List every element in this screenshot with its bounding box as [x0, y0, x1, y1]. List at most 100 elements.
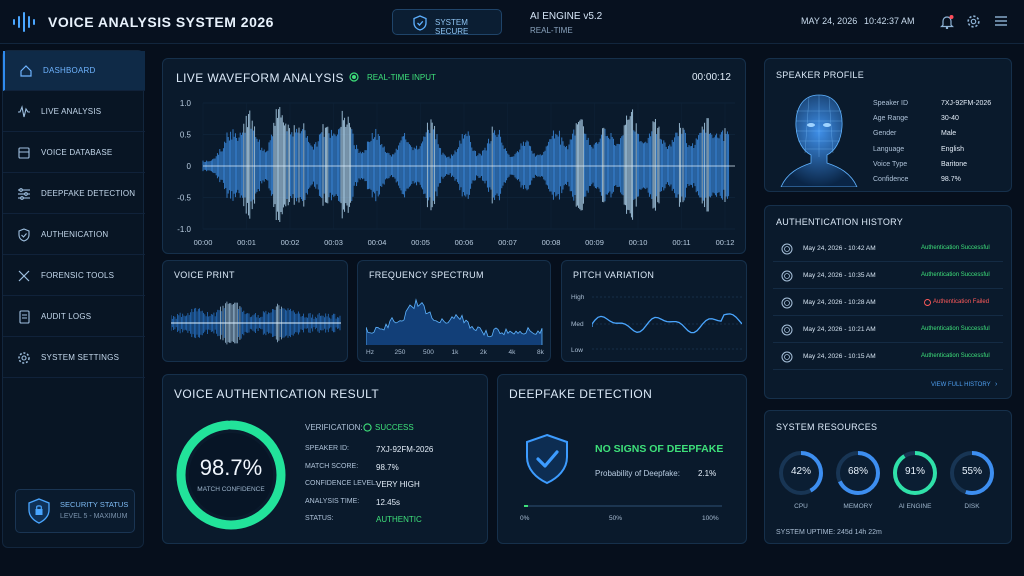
frequency-title: FREQUENCY SPECTRUM — [369, 270, 484, 280]
speaker-row-value: Baritone — [941, 160, 968, 168]
chevron-right-icon[interactable]: › — [995, 381, 998, 388]
speaker-row-key: Language — [873, 145, 905, 153]
gear-icon[interactable] — [966, 14, 981, 29]
waveform-chart: 1.0 0.5 0 -0.5 -1.000:00 00:01 00:02 00:03 00:04… — [177, 99, 735, 247]
resource-value: 91% — [904, 466, 925, 477]
y-tick-label: -1.0 — [177, 225, 191, 234]
sidebar-item-deepfake-detection[interactable]: DEEPFAKE DETECTION — [3, 174, 145, 214]
sidebar-item-label: VOICE DATABASE — [41, 148, 113, 157]
y-tick-label: 1.0 — [180, 99, 192, 108]
resource-value: 68% — [847, 466, 868, 477]
header-time: 10:42:37 AM — [864, 16, 915, 26]
x-tick-label: 00:02 — [281, 238, 300, 247]
sidebar-item-dashboard[interactable]: DASHBOARD — [3, 51, 145, 91]
resource-gauge — [836, 451, 880, 495]
history-row[interactable]: May 24, 2026 - 10:28 AM Authentication Fa… — [773, 290, 1003, 316]
sidebar-item-label: FORENSIC TOOLS — [41, 271, 115, 280]
match-confidence-label: MATCH CONFIDENCE — [197, 486, 265, 493]
resource-label: AI ENGINE — [898, 503, 932, 510]
face-scan-icon — [780, 94, 858, 187]
auth-row-value: 12.45s — [376, 497, 401, 507]
view-full-history-link[interactable]: VIEW FULL HISTORY — [931, 382, 991, 388]
shield-lock-icon — [28, 498, 50, 524]
tools-icon — [18, 270, 30, 282]
document-icon — [19, 310, 30, 324]
deepfake-probability-value: 2.1% — [698, 469, 717, 478]
history-row[interactable]: May 24, 2026 - 10:35 AM Authentication Su… — [773, 263, 1003, 289]
resource-ai-engine: 91% AI ENGINE — [891, 449, 939, 519]
speaker-row-key: Speaker ID — [873, 100, 909, 107]
pitch-title: PITCH VARIATION — [573, 270, 655, 280]
x-tick-label: 00:08 — [542, 238, 561, 247]
fingerprint-icon — [781, 324, 793, 336]
deepfake-detection-panel: DEEPFAKE DETECTION NO SIGNS OF DEEPFAKE … — [497, 374, 747, 544]
deepfake-probability-fill — [524, 505, 529, 507]
auth-row-value: AUTHENTIC — [376, 515, 422, 524]
auth-result-title: VOICE AUTHENTICATION RESULT — [174, 387, 380, 401]
x-tick-label: 00:06 — [455, 238, 474, 247]
sidebar-item-label: DASHBOARD — [43, 66, 96, 75]
deepfake-probability-label: Probability of Deepfake: — [595, 469, 680, 478]
sidebar-item-forensic-tools[interactable]: FORENSIC TOOLS — [3, 256, 145, 296]
x-tick-label: 00:12 — [716, 238, 735, 247]
home-icon — [20, 65, 32, 77]
x-tick-label: 00:07 — [498, 238, 517, 247]
sidebar-item-voice-database[interactable]: VOICE DATABASE — [3, 133, 145, 173]
frequency-tick: 500 — [423, 349, 434, 356]
resource-label: CPU — [794, 503, 808, 510]
x-tick-label: 00:01 — [237, 238, 256, 247]
sliders-icon — [18, 188, 30, 200]
gear-icon — [18, 352, 30, 364]
system-secure-badge: SYSTEM SECURE — [392, 9, 502, 36]
sidebar-item-live-analysis[interactable]: LIVE ANALYSIS — [3, 92, 145, 132]
history-row[interactable]: May 24, 2026 - 10:42 AM Authentication Su… — [773, 236, 1003, 262]
resource-label: DISK — [964, 503, 980, 510]
frequency-tick: Hz — [366, 349, 374, 356]
resource-disk: 55% DISK — [948, 449, 996, 519]
system-resources-panel: SYSTEM RESOURCES 42% CPU 68% MEMORY 91% AI EN… — [764, 410, 1012, 544]
shield-icon — [413, 15, 427, 31]
auth-row-key: ANALYSIS TIME: — [305, 497, 360, 505]
fingerprint-icon — [781, 351, 793, 363]
history-title: AUTHENTICATION HISTORY — [776, 217, 904, 227]
security-status-label: SECURITY STATUS — [60, 500, 129, 509]
speaker-row-value: English — [941, 145, 964, 153]
x-tick-label: 00:11 — [672, 238, 690, 247]
frequency-tick: 250 — [394, 349, 406, 356]
auth-row-key: SPEAKER ID: — [305, 445, 349, 452]
security-status-box: SECURITY STATUS LEVEL 5 - MAXIMUM — [15, 489, 135, 533]
resource-memory: 68% MEMORY — [834, 449, 882, 519]
speaker-row-key: Age Range — [873, 115, 909, 123]
history-row[interactable]: May 24, 2026 - 10:15 AM Authentication Su… — [773, 344, 1003, 370]
bell-icon[interactable] — [940, 14, 954, 29]
auth-row-key: STATUS: — [305, 515, 334, 522]
frequency-spectrum-panel: FREQUENCY SPECTRUM Hz 250 500 1k 2k 4k 8k — [357, 260, 551, 362]
history-time: May 24, 2026 - 10:28 AM — [803, 299, 876, 306]
waveform-signal — [202, 107, 735, 223]
resource-cpu: 42% CPU — [777, 449, 825, 519]
menu-icon[interactable] — [994, 15, 1008, 27]
system-uptime: SYSTEM UPTIME: 245d 14h 22m — [776, 529, 882, 536]
verification-label: VERIFICATION: — [305, 423, 363, 432]
security-level: LEVEL 5 - MAXIMUM — [60, 513, 128, 520]
auth-row-key: MATCH SCORE: — [305, 462, 359, 470]
auth-row-value: VERY HIGH — [376, 480, 420, 489]
history-row[interactable]: May 24, 2026 - 10:21 AM Authentication Su… — [773, 317, 1003, 343]
shield-check-icon — [526, 433, 568, 485]
sidebar-item-authenication[interactable]: AUTHENICATION — [3, 215, 145, 255]
sidebar-item-system-settings[interactable]: SYSTEM SETTINGS — [3, 338, 145, 378]
history-status: Authentication Successful — [921, 272, 990, 278]
shield-check-icon — [18, 228, 30, 242]
realtime-input-label: REAL-TIME INPUT — [367, 73, 436, 82]
auth-row-key: CONFIDENCE LEVEL: — [305, 480, 377, 487]
resource-value: 55% — [961, 466, 982, 477]
pitch-level-high: High — [571, 294, 585, 301]
x-tick-label: 00:05 — [411, 238, 430, 247]
x-tick-label: 00:10 — [629, 238, 648, 247]
speaker-row-value: 30-40 — [941, 115, 959, 123]
frequency-tick: 1k — [451, 349, 459, 356]
top-header: VOICE ANALYSIS SYSTEM 2026 SYSTEM SECURE… — [0, 0, 1024, 44]
auth-row-value: 7XJ-92FM-2026 — [376, 445, 434, 454]
sidebar-item-audit-logs[interactable]: AUDIT LOGS — [3, 297, 145, 337]
waveform-timer: 00:00:12 — [692, 72, 731, 83]
